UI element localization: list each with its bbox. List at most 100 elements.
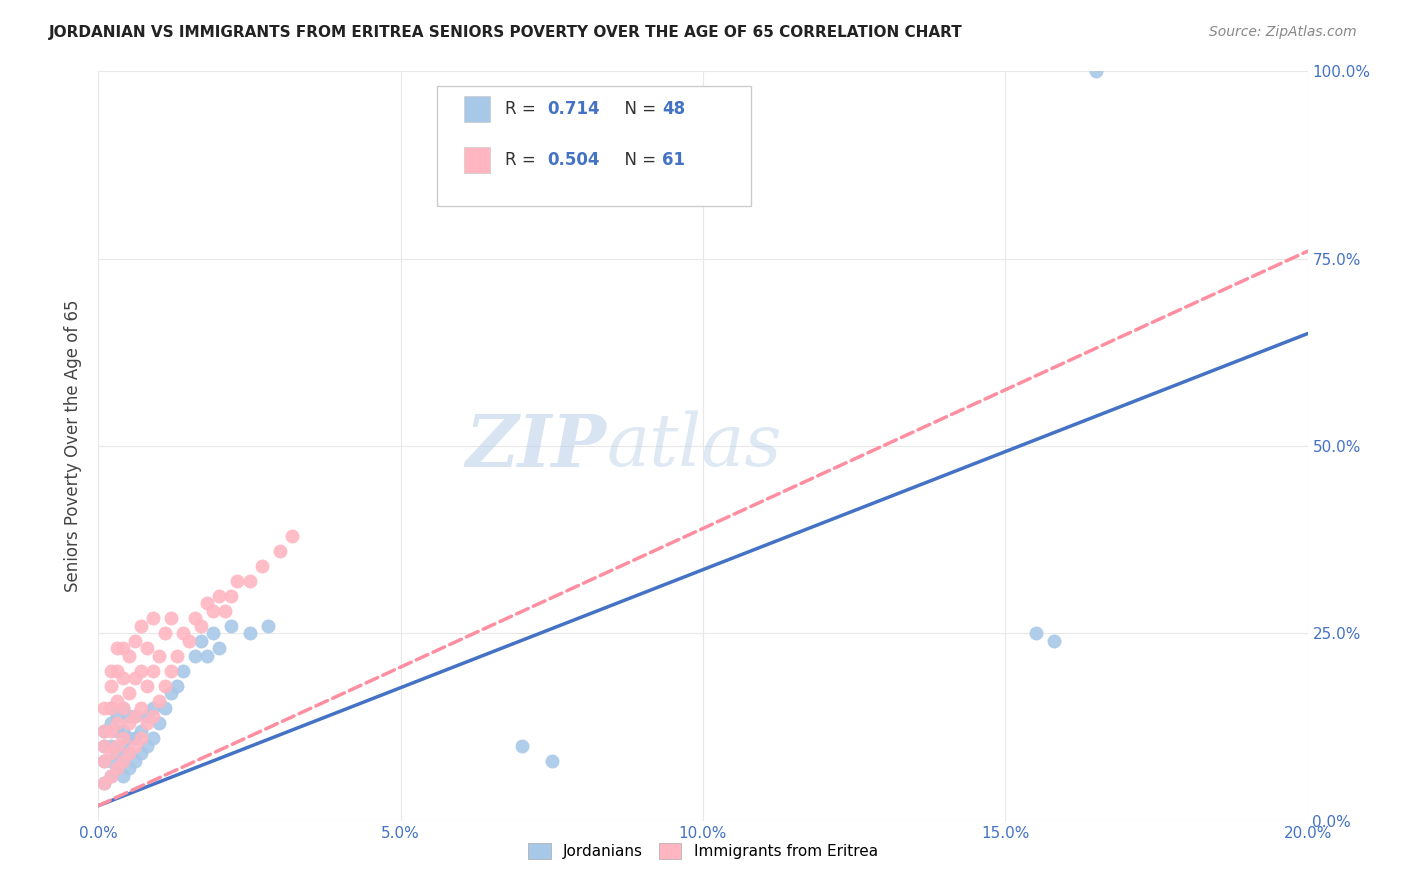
Point — [129, 731, 152, 746]
Point — [100, 723, 122, 738]
Point — [111, 731, 134, 746]
Point — [153, 701, 176, 715]
Text: Source: ZipAtlas.com: Source: ZipAtlas.com — [1209, 25, 1357, 39]
Point — [239, 626, 262, 640]
Point — [135, 708, 157, 723]
Point — [124, 671, 146, 685]
Point — [129, 664, 152, 678]
Point — [135, 641, 157, 656]
Point — [214, 604, 236, 618]
Point — [93, 739, 115, 753]
Point — [118, 686, 141, 700]
Point — [202, 626, 225, 640]
Point — [93, 776, 115, 790]
Bar — [464, 96, 491, 122]
Point — [124, 708, 146, 723]
Point — [105, 716, 128, 731]
Point — [105, 708, 128, 723]
Point — [124, 633, 146, 648]
Point — [105, 746, 128, 760]
Y-axis label: Seniors Poverty Over the Age of 65: Seniors Poverty Over the Age of 65 — [65, 300, 83, 592]
Point — [250, 558, 273, 573]
Text: 48: 48 — [662, 100, 685, 119]
Point — [142, 701, 165, 715]
Point — [111, 671, 134, 685]
Point — [100, 701, 122, 715]
Point — [105, 761, 128, 775]
Point — [129, 701, 152, 715]
Point — [111, 769, 134, 783]
Point — [93, 754, 115, 768]
Point — [118, 708, 141, 723]
Point — [142, 708, 165, 723]
Point — [100, 769, 122, 783]
Point — [135, 716, 157, 731]
Point — [179, 633, 201, 648]
Point — [105, 694, 128, 708]
Point — [172, 664, 194, 678]
Point — [129, 723, 152, 738]
Point — [111, 754, 134, 768]
Point — [1085, 64, 1108, 78]
Text: R =: R = — [505, 100, 541, 119]
Point — [142, 731, 165, 746]
Text: N =: N = — [613, 100, 661, 119]
Bar — [464, 146, 491, 172]
Point — [124, 708, 146, 723]
Point — [93, 723, 115, 738]
Text: atlas: atlas — [606, 410, 782, 482]
Text: 0.504: 0.504 — [547, 151, 599, 169]
Point — [208, 641, 231, 656]
Point — [111, 754, 134, 768]
Point — [510, 739, 533, 753]
Point — [124, 739, 146, 753]
Point — [118, 746, 141, 760]
Point — [93, 776, 115, 790]
Point — [148, 716, 170, 731]
Text: N =: N = — [613, 151, 661, 169]
Point — [100, 746, 122, 760]
Point — [1042, 633, 1064, 648]
Point — [195, 596, 218, 610]
Point — [160, 686, 183, 700]
Point — [100, 679, 122, 693]
Point — [111, 739, 134, 753]
Point — [111, 701, 134, 715]
Point — [111, 723, 134, 738]
Point — [226, 574, 249, 588]
Text: ZIP: ZIP — [465, 410, 606, 482]
Point — [105, 739, 128, 753]
Point — [256, 619, 278, 633]
Point — [166, 679, 188, 693]
Point — [105, 723, 128, 738]
Point — [100, 664, 122, 678]
Point — [105, 641, 128, 656]
Point — [100, 716, 122, 731]
Point — [160, 664, 183, 678]
Point — [239, 574, 262, 588]
Point — [100, 754, 122, 768]
FancyBboxPatch shape — [437, 87, 751, 206]
Point — [221, 589, 243, 603]
Point — [111, 701, 134, 715]
Point — [166, 648, 188, 663]
Point — [118, 716, 141, 731]
Point — [153, 626, 176, 640]
Point — [148, 694, 170, 708]
Point — [124, 754, 146, 768]
Text: JORDANIAN VS IMMIGRANTS FROM ERITREA SENIORS POVERTY OVER THE AGE OF 65 CORRELAT: JORDANIAN VS IMMIGRANTS FROM ERITREA SEN… — [49, 25, 963, 40]
Point — [93, 701, 115, 715]
Point — [118, 761, 141, 775]
Point — [148, 648, 170, 663]
Point — [118, 731, 141, 746]
Point — [93, 723, 115, 738]
Point — [1024, 626, 1046, 640]
Point — [153, 679, 176, 693]
Text: 61: 61 — [662, 151, 685, 169]
Point — [129, 746, 152, 760]
Point — [160, 611, 183, 625]
Point — [118, 746, 141, 760]
Point — [124, 731, 146, 746]
Point — [118, 648, 141, 663]
Point — [93, 754, 115, 768]
